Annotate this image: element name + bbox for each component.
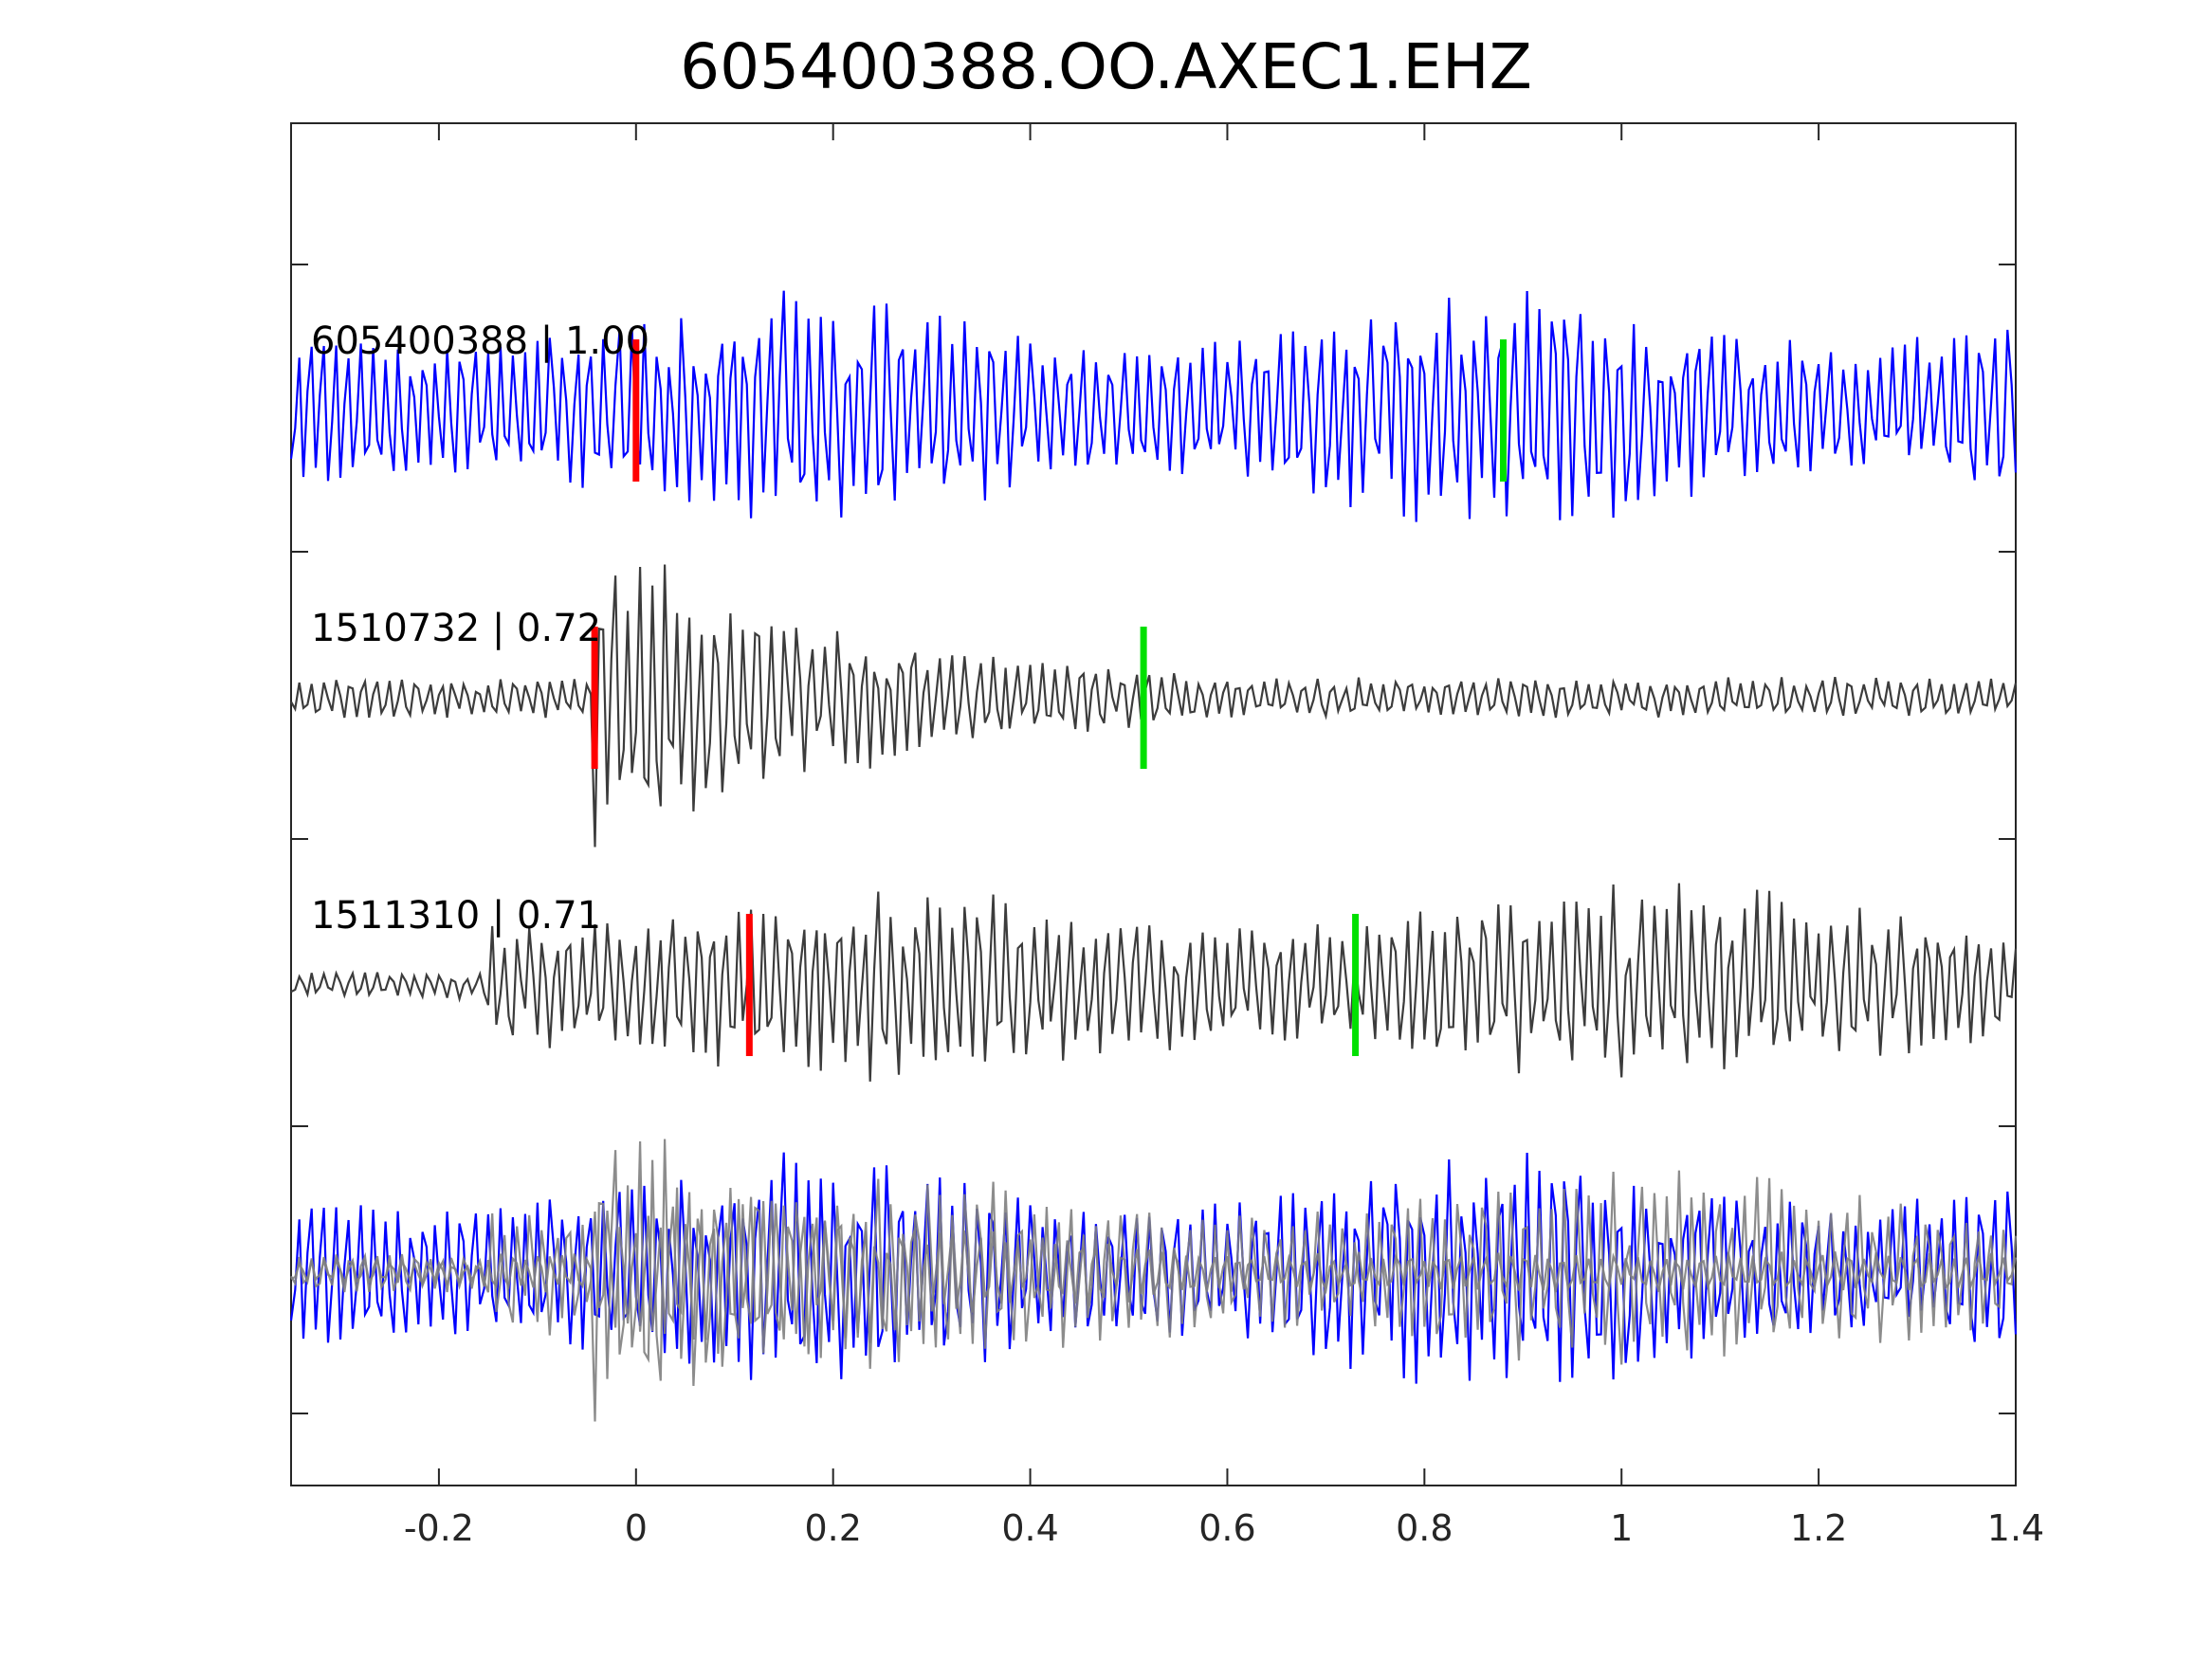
trace-label-1511310: 1511310 | 0.71 <box>311 894 601 938</box>
x-ticks: -0.2 0 0.2 0.4 0.6 0.8 1 1.2 1.4 <box>404 123 2044 1549</box>
trace-label-605400388: 605400388 | 1.00 <box>311 319 649 363</box>
x-tick-label: 1.4 <box>1987 1507 2044 1549</box>
trace-labels: 605400388 | 1.00 1510732 | 0.72 1511310 | … <box>311 319 649 938</box>
x-tick-label: 0.2 <box>804 1507 861 1549</box>
x-tick-label: 0.4 <box>1001 1507 1058 1549</box>
y-ticks <box>291 264 2016 1414</box>
x-tick-label: 0.8 <box>1396 1507 1453 1549</box>
phase-picks <box>591 339 1507 1056</box>
overlay-line-1511310 <box>290 1170 2018 1369</box>
overlay-panel <box>289 1139 2018 1422</box>
x-tick-label: -0.2 <box>404 1507 474 1549</box>
trace-line-1511310 <box>290 883 2018 1082</box>
trace-line-1510732 <box>290 564 2018 848</box>
x-tick-label: 0 <box>625 1507 648 1549</box>
traces-layer <box>289 290 2018 1082</box>
trace-line-605400388 <box>289 290 2018 522</box>
x-tick-label: 1 <box>1610 1507 1633 1549</box>
chart-title: 605400388.OO.AXEC1.EHZ <box>680 30 1532 103</box>
x-tick-label: 0.6 <box>1198 1507 1255 1549</box>
trace-label-1510732: 1510732 | 0.72 <box>311 607 601 650</box>
x-tick-label: 1.2 <box>1790 1507 1847 1549</box>
